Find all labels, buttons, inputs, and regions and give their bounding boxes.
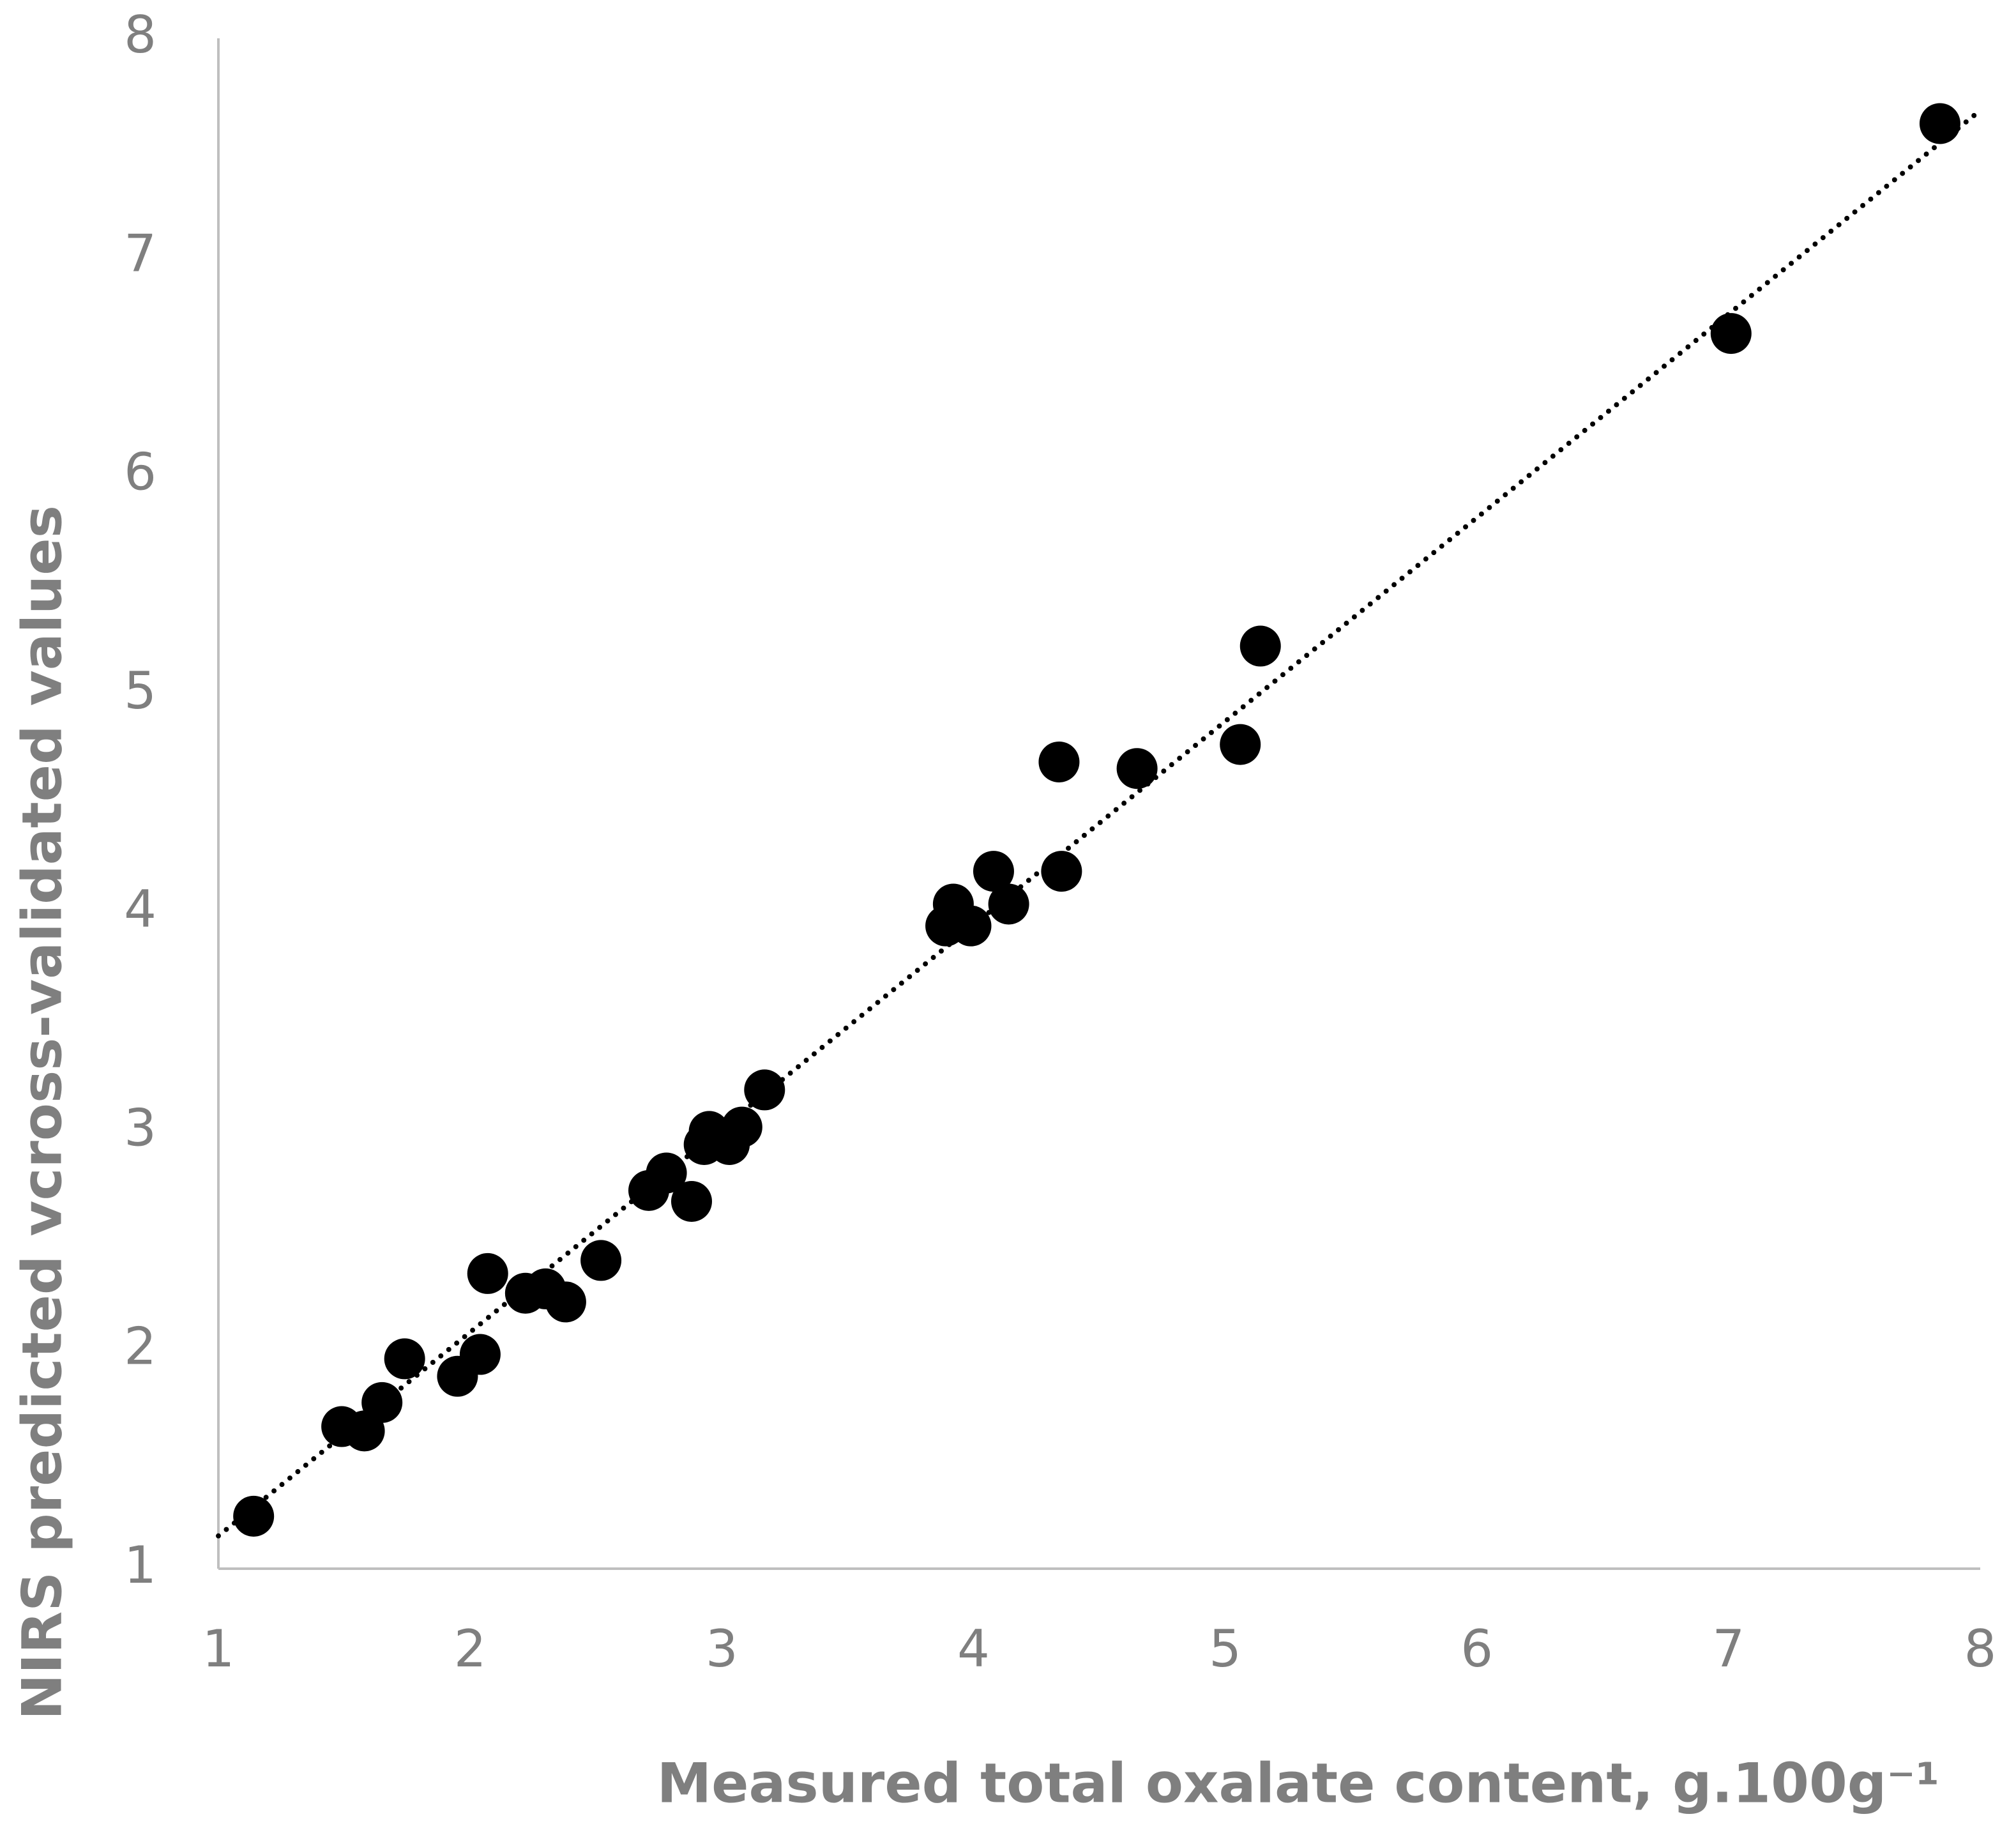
point <box>744 1069 785 1111</box>
point <box>384 1338 425 1380</box>
y-tick-label: 5 <box>124 661 156 720</box>
point <box>233 1495 275 1537</box>
point <box>580 1240 622 1281</box>
point <box>1220 724 1261 765</box>
x-tick-label: 3 <box>706 1619 738 1679</box>
point <box>1919 103 1960 144</box>
point <box>361 1382 403 1423</box>
point <box>1710 313 1752 354</box>
point <box>459 1334 501 1375</box>
x-tick-label: 5 <box>1209 1619 1241 1679</box>
x-axis-title: Measured total oxalate content, g.100g⁻¹ <box>657 1751 1940 1815</box>
x-tick-label: 1 <box>202 1619 235 1679</box>
point <box>1116 748 1158 789</box>
y-tick-label: 8 <box>124 5 156 65</box>
point <box>646 1152 687 1194</box>
point <box>467 1253 508 1294</box>
y-tick-label: 3 <box>124 1098 156 1157</box>
x-tick-label: 2 <box>454 1619 487 1679</box>
point <box>1041 851 1082 892</box>
point <box>988 883 1029 925</box>
x-tick-label: 8 <box>1964 1619 1997 1679</box>
point <box>950 905 992 947</box>
point <box>973 851 1014 892</box>
x-tick-label: 7 <box>1712 1619 1745 1679</box>
point <box>1038 741 1080 782</box>
y-tick-label: 1 <box>124 1535 156 1595</box>
x-tick-label: 6 <box>1460 1619 1493 1679</box>
y-tick-label: 4 <box>124 880 156 939</box>
y-tick-label: 2 <box>124 1317 156 1376</box>
point <box>545 1281 586 1323</box>
point <box>671 1180 712 1222</box>
y-tick-label: 6 <box>124 443 156 502</box>
x-tick-label: 4 <box>957 1619 990 1679</box>
y-axis-title: NIRS predicted vcross-validated values <box>10 505 74 1720</box>
y-tick-label: 7 <box>124 224 156 283</box>
point <box>1239 625 1281 667</box>
point <box>721 1106 762 1148</box>
